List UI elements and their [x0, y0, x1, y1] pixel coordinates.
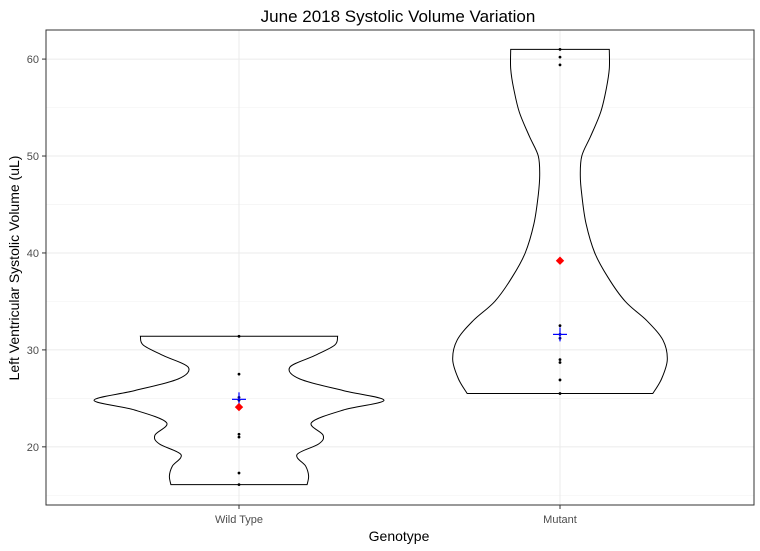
y-tick-label: 20: [27, 442, 39, 454]
data-point: [558, 324, 562, 328]
data-point: [237, 432, 241, 436]
violin-0: [93, 335, 385, 486]
data-point: [237, 471, 241, 475]
x-tick-label: Wild Type: [215, 514, 263, 526]
data-point: [558, 361, 562, 364]
data-point: [558, 392, 562, 395]
data-point: [558, 63, 562, 67]
y-tick-label: 60: [27, 54, 39, 66]
data-point: [558, 55, 562, 59]
summary-markers: [232, 256, 567, 412]
mean-marker: [234, 402, 244, 412]
data-point: [558, 378, 562, 382]
y-tick-label: 40: [27, 248, 39, 260]
plot-panel-border: [45, 29, 755, 506]
data-point: [558, 358, 562, 361]
data-point: [237, 334, 241, 338]
data-points: [237, 47, 562, 487]
y-axis-title: Left Ventricular Systolic Volume (uL): [6, 156, 22, 381]
violin-1: [452, 48, 668, 394]
mean-marker: [555, 256, 565, 265]
y-tick-label: 30: [27, 345, 39, 357]
chart-title: June 2018 Systolic Volume Variation: [261, 7, 536, 26]
grid: [46, 30, 754, 505]
x-tick-label: Mutant: [543, 514, 577, 526]
data-point: [237, 483, 241, 487]
data-point: [558, 47, 562, 51]
violins: [93, 48, 668, 486]
x-axis-title: Genotype: [369, 528, 430, 544]
y-tick-label: 50: [27, 151, 39, 163]
x-axis: Wild Type Mutant: [215, 505, 577, 526]
y-axis: 20 30 40 50 60: [27, 54, 46, 454]
data-point: [237, 435, 241, 439]
data-point: [237, 372, 241, 376]
